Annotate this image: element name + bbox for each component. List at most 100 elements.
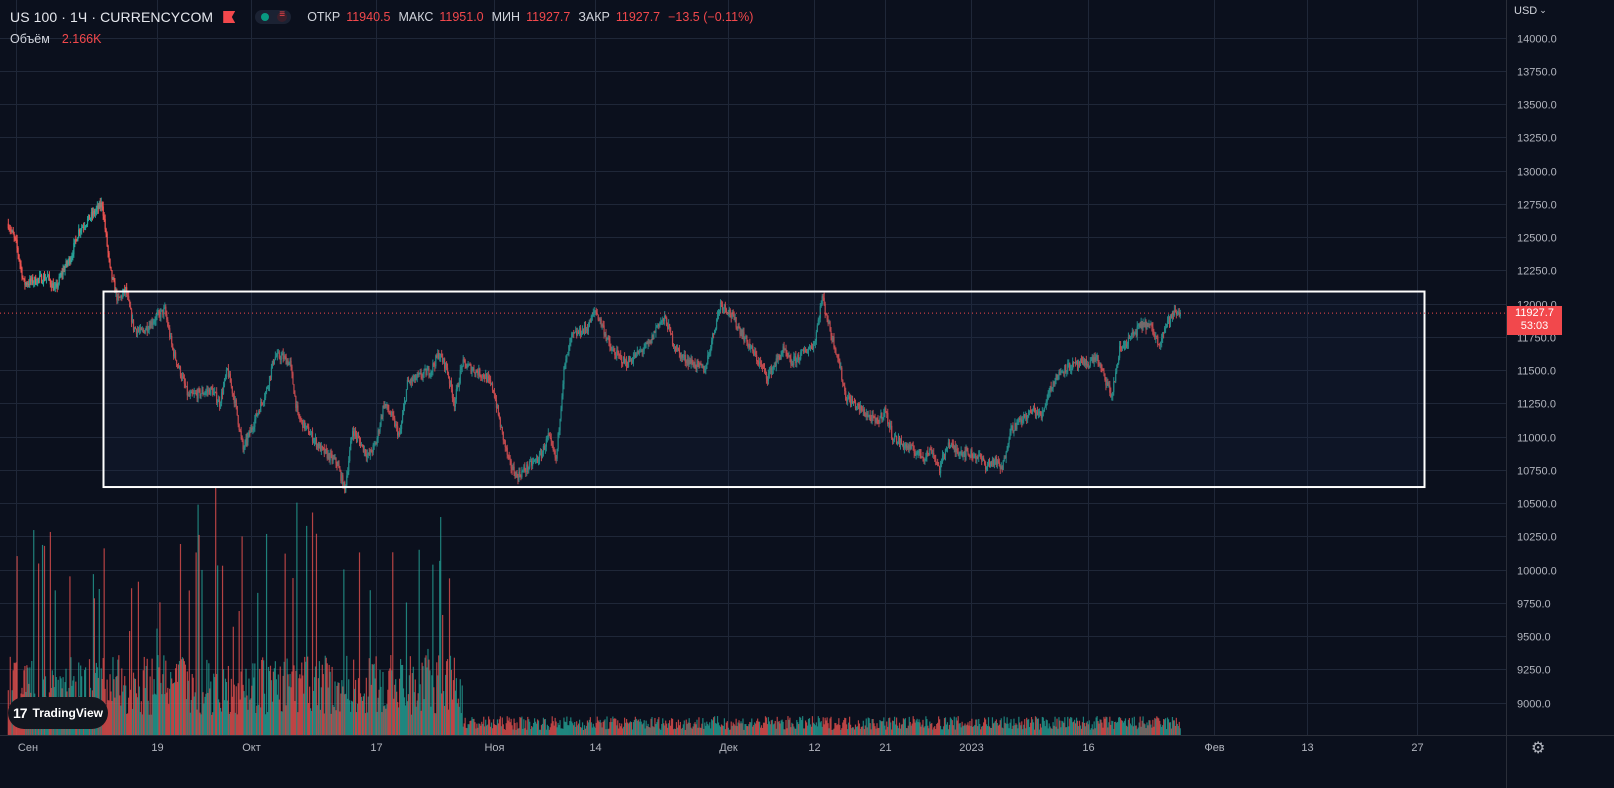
candle-body: [718, 310, 721, 312]
volume-legend[interactable]: Объём 2.166K: [10, 32, 101, 46]
volume-bar: [674, 729, 677, 735]
volume-bar: [269, 665, 272, 735]
candle-body: [471, 369, 473, 373]
volume-bar: [984, 719, 987, 735]
symbol-title[interactable]: US 100 · 1Ч · CURRENCYCOM: [10, 9, 214, 25]
candle-body: [250, 428, 252, 433]
candle-body: [984, 464, 987, 469]
volume-bar: [132, 672, 135, 735]
volume-bar: [885, 729, 887, 735]
candle-body: [152, 323, 154, 325]
volume-bar: [859, 728, 861, 735]
volume-bar: [168, 704, 170, 735]
volume-bar: [1061, 720, 1063, 735]
candle-body: [1075, 361, 1078, 364]
candle-body: [912, 445, 914, 451]
candle-body: [793, 356, 795, 365]
candle-body: [841, 367, 843, 380]
volume-bar: [476, 723, 478, 735]
candle-body: [815, 331, 817, 342]
volume-bar: [465, 727, 467, 735]
candle-body: [44, 278, 47, 281]
candle-body: [800, 352, 802, 360]
candle-body: [448, 377, 451, 384]
candle-body: [721, 304, 724, 310]
volume-bars: [7, 487, 1181, 735]
candle-body: [843, 383, 845, 386]
candle-body: [979, 454, 981, 456]
volume-bar: [607, 729, 609, 735]
candle-body: [676, 347, 679, 351]
candle-body: [1108, 385, 1110, 387]
volume-bar: [242, 684, 244, 735]
tradingview-logo[interactable]: 17 TradingView: [8, 697, 108, 729]
close-value: 11927.7: [615, 10, 661, 24]
y-tick-label: 14000.0: [1517, 34, 1557, 46]
candle-body: [525, 470, 527, 472]
candle-body: [1078, 364, 1081, 367]
volume-bar: [190, 699, 192, 735]
volume-bar: [844, 717, 846, 735]
volume-bar: [942, 726, 945, 735]
candle-body: [521, 471, 523, 477]
volume-bar: [226, 700, 229, 735]
candle-body: [804, 350, 806, 352]
candle-body: [581, 329, 584, 335]
candle-body: [640, 350, 642, 352]
candle-body: [150, 321, 152, 329]
volume-bar: [595, 722, 597, 735]
gear-icon[interactable]: ⚙: [1531, 740, 1546, 757]
volume-bar: [811, 716, 814, 735]
volume-bar: [615, 718, 617, 735]
volume-bar: [452, 680, 455, 735]
candle-body: [666, 318, 668, 326]
volume-bar: [234, 712, 236, 735]
volume-bar: [274, 661, 276, 735]
volume-bar: [808, 718, 811, 735]
volume-bar: [732, 722, 734, 735]
candle-body: [379, 425, 381, 432]
candle-body: [1095, 357, 1097, 361]
candle-body: [328, 453, 330, 461]
candle-body: [223, 378, 226, 386]
volume-bar: [412, 666, 414, 735]
currency-selector[interactable]: USD ⌄: [1514, 5, 1547, 18]
volume-bar: [677, 719, 680, 735]
candle-body: [1029, 410, 1032, 413]
volume-bar: [388, 670, 390, 735]
volume-bar: [286, 658, 288, 735]
flag-icon[interactable]: [223, 11, 235, 23]
candle-body: [587, 326, 590, 332]
candle-body: [993, 459, 995, 466]
volume-bar: [832, 729, 834, 735]
candle-body: [797, 355, 799, 358]
candle-body: [971, 450, 973, 458]
candle-body: [771, 368, 773, 375]
volume-bar: [1104, 718, 1106, 735]
volume-bar: [888, 718, 890, 735]
volume-bar: [926, 719, 928, 735]
candle-body: [553, 449, 555, 451]
volume-bar: [827, 723, 829, 735]
volume-bar: [497, 723, 500, 735]
volume-bar: [283, 661, 285, 735]
volume-bar: [272, 671, 275, 735]
volume-bar: [924, 726, 926, 735]
candle-body: [489, 380, 492, 384]
candle-body: [642, 350, 644, 352]
status-toggle[interactable]: [255, 9, 292, 24]
candle-body: [48, 274, 50, 280]
volume-bar: [399, 659, 402, 735]
volume-bar: [1011, 728, 1013, 735]
candle-body: [490, 383, 493, 385]
candle-body: [470, 364, 472, 373]
candle-body: [664, 315, 666, 322]
candle-body: [840, 367, 842, 369]
candle-body: [456, 384, 458, 390]
volume-bar: [908, 716, 910, 735]
volume-bar: [163, 655, 165, 735]
volume-bar: [700, 727, 702, 735]
volume-bar: [840, 729, 842, 735]
